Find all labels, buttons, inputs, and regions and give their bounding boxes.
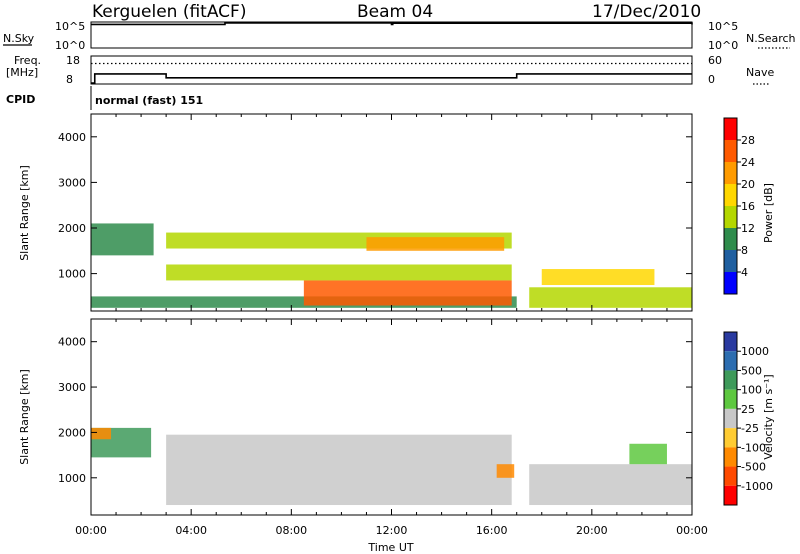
colorbar-tick-label: 25 bbox=[741, 403, 755, 416]
y-tick-label: 4000 bbox=[58, 336, 86, 349]
station-title: Kerguelen (fitACF) bbox=[92, 2, 246, 22]
y-tick-label: 3000 bbox=[58, 381, 86, 394]
colorbar-tick-label: 500 bbox=[741, 364, 762, 377]
power-y-label: Slant Range [km] bbox=[18, 165, 31, 261]
x-tick-label: 08:00 bbox=[275, 524, 307, 537]
colorbar-swatch bbox=[724, 447, 737, 467]
velocity-axes: 4000 3000 2000 1000 bbox=[58, 319, 693, 515]
noise-left-tick-bottom: 10^0 bbox=[55, 39, 85, 52]
x-tick-label: 00:00 bbox=[75, 524, 107, 537]
colorbar-tick-label: 28 bbox=[741, 134, 755, 147]
heatmap-cell bbox=[529, 287, 692, 308]
freq-left-tick-top: 18 bbox=[66, 54, 80, 67]
velocity-y-label: Slant Range [km] bbox=[18, 369, 31, 465]
colorbar-tick-label: -1000 bbox=[741, 480, 773, 493]
noise-series bbox=[91, 22, 693, 26]
freq-panel-frame bbox=[90, 55, 693, 85]
date-title: 17/Dec/2010 bbox=[592, 2, 701, 22]
heatmap-cell bbox=[529, 464, 692, 506]
noise-panel-frame bbox=[90, 21, 693, 49]
y-tick-label: 1000 bbox=[58, 268, 86, 281]
colorbar-swatch bbox=[724, 485, 737, 505]
y-tick-label: 2000 bbox=[58, 222, 86, 235]
heatmap-cell bbox=[303, 280, 512, 306]
series-nsky bbox=[91, 22, 693, 26]
cpid-label: CPID bbox=[6, 93, 35, 106]
colorbar-swatch bbox=[724, 466, 737, 486]
colorbar-tick-label: -25 bbox=[741, 422, 759, 435]
colorbar-frame bbox=[723, 331, 738, 506]
noise-left-label: N.Sky bbox=[3, 32, 35, 45]
noise-right-tick-bottom: 10^0 bbox=[708, 39, 738, 52]
colorbar-tick-label: -100 bbox=[741, 441, 766, 454]
colorbar-tick-label: 24 bbox=[741, 156, 755, 169]
colorbar-tick-label: 4 bbox=[741, 266, 748, 279]
freq-right-tick-top: 60 bbox=[708, 54, 722, 67]
heatmap-cell bbox=[91, 223, 154, 256]
x-tick-label: 04:00 bbox=[175, 524, 207, 537]
noise-right-label: N.Search bbox=[746, 32, 796, 45]
freq-right-tick-bottom: 0 bbox=[708, 73, 715, 86]
colorbar-tick-label: 8 bbox=[741, 244, 748, 257]
nave-label: Nave bbox=[746, 66, 774, 79]
heatmap-cell bbox=[166, 434, 512, 506]
colorbar-swatch bbox=[724, 389, 737, 409]
colorbar-swatch bbox=[724, 140, 737, 162]
x-tick-label: 20:00 bbox=[576, 524, 608, 537]
power-heatmap bbox=[91, 223, 692, 308]
heatmap-cell bbox=[166, 264, 512, 281]
colorbar-tick-label: -500 bbox=[741, 461, 766, 474]
noise-left-tick-top: 10^5 bbox=[55, 20, 85, 33]
cpid-text: normal (fast) 151 bbox=[95, 94, 203, 107]
beam-title: Beam 04 bbox=[357, 2, 433, 22]
series-freq bbox=[91, 73, 692, 84]
y-tick-label: 4000 bbox=[58, 131, 86, 144]
colorbar-tick-label: 12 bbox=[741, 222, 755, 235]
power-axes: 4000 3000 2000 1000 bbox=[58, 114, 693, 311]
x-axis-label: Time UT bbox=[367, 541, 413, 554]
colorbar-swatch bbox=[724, 162, 737, 184]
heatmap-cell bbox=[91, 427, 112, 440]
power-colorbar-label: Power [dB] bbox=[762, 183, 775, 243]
colorbar-swatch bbox=[724, 351, 737, 371]
heatmap-cell bbox=[366, 237, 505, 251]
y-tick-label: 1000 bbox=[58, 472, 86, 485]
freq-series bbox=[91, 62, 692, 84]
colorbar-swatch bbox=[724, 206, 737, 228]
x-tick-label: 00:00 bbox=[676, 524, 708, 537]
colorbar-swatch bbox=[724, 118, 737, 140]
freq-left-tick-bottom: 8 bbox=[66, 73, 73, 86]
velocity-colorbar-label: Velocity [m s⁻¹] bbox=[762, 374, 775, 459]
colorbar-tick-label: 16 bbox=[741, 200, 755, 213]
x-tick-label: 12:00 bbox=[376, 524, 408, 537]
colorbar-swatch bbox=[724, 184, 737, 206]
colorbar-tick-label: 100 bbox=[741, 384, 762, 397]
heatmap-cell bbox=[541, 269, 655, 286]
colorbar-tick-label: 20 bbox=[741, 178, 755, 191]
colorbar-swatch bbox=[724, 332, 737, 352]
colorbar-swatch bbox=[724, 428, 737, 448]
freq-left-label-1: Freq. bbox=[14, 54, 41, 67]
colorbar-swatch bbox=[724, 250, 737, 272]
colorbar-tick-label: 1000 bbox=[741, 345, 769, 358]
y-tick-label: 3000 bbox=[58, 176, 86, 189]
noise-right-tick-top: 10^5 bbox=[708, 20, 738, 33]
x-tick-label: 16:00 bbox=[476, 524, 508, 537]
power-colorbar: 28 24 20 16 12 8 4 bbox=[723, 117, 755, 295]
velocity-heatmap bbox=[91, 427, 692, 506]
colorbar-swatch bbox=[724, 370, 737, 390]
y-tick-label: 2000 bbox=[58, 426, 86, 439]
velocity-colorbar: 1000 500 100 25 -25 -100 -500 -1000 bbox=[723, 331, 773, 506]
heatmap-cell bbox=[496, 464, 515, 478]
freq-left-label-2: [MHz] bbox=[6, 66, 38, 79]
colorbar-swatch bbox=[724, 228, 737, 250]
colorbar-swatch bbox=[724, 272, 737, 294]
x-axis-ticks: 00:00 04:00 08:00 12:00 16:00 20:00 00:00 bbox=[75, 524, 708, 537]
heatmap-cell bbox=[629, 443, 667, 465]
colorbar-swatch bbox=[724, 408, 737, 429]
